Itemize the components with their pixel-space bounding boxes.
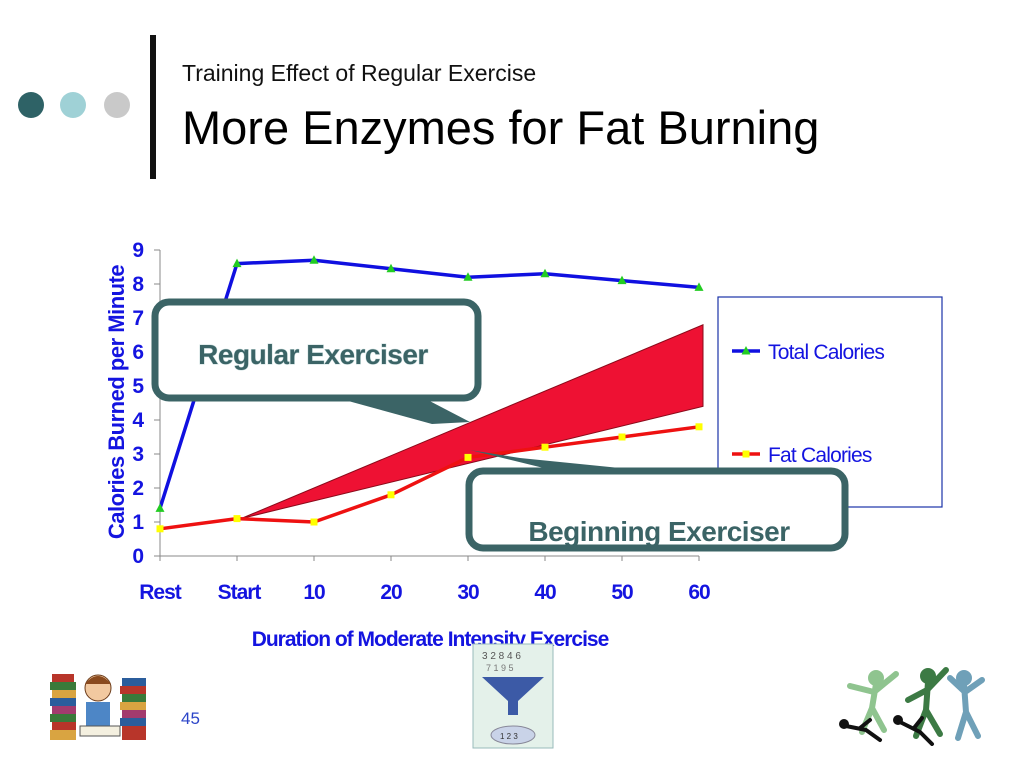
y-tick-label: 5 xyxy=(132,375,144,398)
title-divider xyxy=(150,35,156,179)
total-calories-point xyxy=(540,268,550,278)
decor-dot-2 xyxy=(60,92,86,118)
improvement-wedge xyxy=(240,324,704,520)
y-axis-title: Calories Burned per Minute xyxy=(104,265,129,540)
fat-calories-point xyxy=(233,515,241,523)
x-tick-label: 30 xyxy=(457,581,479,604)
slide-title: More Enzymes for Fat Burning xyxy=(182,101,820,154)
x-tick-label: 20 xyxy=(380,581,402,604)
total-calories-point xyxy=(617,275,627,285)
x-tick-label: 50 xyxy=(611,581,633,604)
y-tick-label: 3 xyxy=(132,443,144,466)
y-tick-label: 0 xyxy=(132,545,144,568)
fat-calories-point xyxy=(618,433,626,441)
beginning-exerciser-callout xyxy=(465,467,849,552)
decor-dot-3 xyxy=(104,92,130,118)
beginning-callout-pointer xyxy=(470,450,640,472)
svg-text:1 2 3: 1 2 3 xyxy=(500,732,518,741)
regular-callout-pointer xyxy=(330,396,470,424)
total-calories-point xyxy=(694,282,704,291)
total-calories-line xyxy=(158,258,700,509)
y-tick-label: 9 xyxy=(132,239,144,262)
beginning-exerciser-label: Beginning Exerciser xyxy=(528,516,790,547)
total-calories-point xyxy=(155,503,165,512)
total-calories-point xyxy=(232,258,242,268)
student-reading-books-icon xyxy=(50,674,146,740)
regular-exerciser-callout xyxy=(151,298,482,402)
chart-axes: 0 1 2 3 4 5 6 7 8 9 Rest Start 10 20 30 40 50 60 xyxy=(132,239,711,604)
fat-calories-point xyxy=(695,423,703,431)
legend-fat-calories-label: Fat Calories xyxy=(768,444,872,467)
legend-total-calories-label: Total Calories xyxy=(768,341,884,364)
svg-text:7 1 9 5: 7 1 9 5 xyxy=(486,663,514,673)
legend-fat-calories-marker xyxy=(742,450,750,458)
y-tick-label: 7 xyxy=(132,307,144,330)
fat-calories-point xyxy=(310,518,318,526)
x-tick-label: 40 xyxy=(534,581,556,604)
y-tick-label: 4 xyxy=(132,409,144,432)
total-calories-point xyxy=(386,263,396,273)
funnel-numbers-icon: 3 2 8 4 6 7 1 9 5 1 2 3 xyxy=(472,643,554,749)
decor-dot-1 xyxy=(18,92,44,118)
regular-exerciser-label: Regular Exerciser xyxy=(198,339,428,370)
x-tick-label: Start xyxy=(218,581,262,604)
dancers-silhouette-icon xyxy=(839,667,985,746)
y-tick-label: 8 xyxy=(132,273,144,296)
y-tick-label: 1 xyxy=(132,511,144,534)
svg-text:3 2 8 4 6: 3 2 8 4 6 xyxy=(482,651,521,662)
fat-calories-point xyxy=(464,453,472,461)
x-tick-label: 60 xyxy=(688,581,710,604)
slide-subtitle: Training Effect of Regular Exercise xyxy=(182,60,537,86)
fat-calories-point xyxy=(156,525,164,533)
fat-calories-point xyxy=(387,491,395,499)
page-number: 45 xyxy=(181,709,200,728)
fat-calories-point xyxy=(541,443,549,451)
total-calories-point xyxy=(463,272,473,281)
legend-total-calories-marker xyxy=(741,346,751,355)
x-tick-label: 10 xyxy=(303,581,325,604)
fat-calories-line xyxy=(159,425,700,531)
y-tick-label: 2 xyxy=(132,477,144,500)
x-axis-title: Duration of Moderate Intensity Exercise xyxy=(252,628,609,651)
y-tick-label: 6 xyxy=(132,341,144,364)
total-calories-point xyxy=(309,255,319,264)
x-tick-label: Rest xyxy=(139,581,182,604)
